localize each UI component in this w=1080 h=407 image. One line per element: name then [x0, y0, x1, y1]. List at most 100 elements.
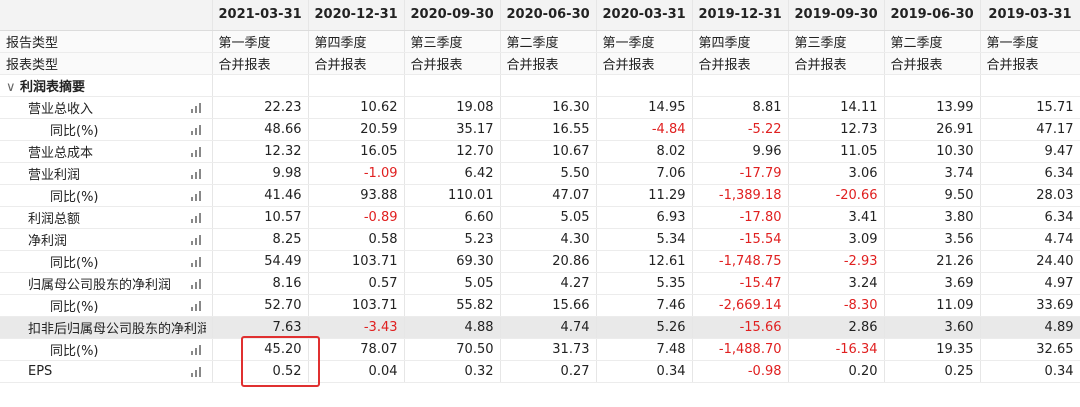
bar-chart-icon[interactable]: [190, 102, 202, 113]
meta-row-label-text: 报告类型: [6, 35, 59, 51]
table-row[interactable]: 同比(%) 52.70 103.71 55.82 15.66 7.46 -2,669.14-…: [0, 294, 1080, 317]
value-cell: 0.27: [500, 360, 597, 383]
value-cell: 8.81: [692, 96, 789, 119]
value-cell: 14.95: [596, 96, 693, 119]
table-row[interactable]: 净利润 8.25 0.58 5.23 4.30 5.34 -15.54 3.09 3.56 4.7…: [0, 228, 1080, 251]
section-empty-cell: [308, 74, 405, 97]
value-cell: -17.79: [692, 162, 789, 185]
value-cell: 103.71: [308, 250, 405, 273]
value-cell: 0.52: [212, 360, 309, 383]
value-cell: 0.20: [788, 360, 885, 383]
meta-cell: 第二季度: [884, 30, 981, 53]
meta-cell: 第一季度: [980, 30, 1080, 53]
value-cell: 24.40: [980, 250, 1080, 273]
bar-chart-icon[interactable]: [190, 300, 202, 311]
table-row[interactable]: 同比(%) 54.49 103.71 69.30 20.86 12.61 -1,748.75…: [0, 250, 1080, 273]
column-header-date[interactable]: 2019-03-31: [980, 0, 1080, 31]
meta-cell: 合并报表: [596, 52, 693, 75]
row-label-text: 同比(%): [50, 189, 99, 205]
header-row: 2021-03-31 2020-12-31 2020-09-30 2020-06-30…: [0, 0, 1080, 31]
column-header-date[interactable]: 2020-09-30: [404, 0, 501, 31]
column-header-date[interactable]: 2021-03-31: [212, 0, 309, 31]
value-cell: 19.35: [884, 338, 981, 361]
column-header-date[interactable]: 2020-06-30: [500, 0, 597, 31]
row-label: 扣非后归属母公司股东的净利润: [0, 316, 213, 339]
value-cell: 10.62: [308, 96, 405, 119]
bar-chart-icon[interactable]: [190, 190, 202, 201]
meta-cell: 第三季度: [788, 30, 885, 53]
table-row[interactable]: 扣非后归属母公司股东的净利润 7.63 -3.43 4.88 4.74 5.26 -15.6…: [0, 316, 1080, 339]
value-cell: 52.70: [212, 294, 309, 317]
value-cell: 10.30: [884, 140, 981, 163]
value-cell: -0.98: [692, 360, 789, 383]
value-cell: -1,389.18: [692, 184, 789, 207]
value-cell: -15.66: [692, 316, 789, 339]
table-row[interactable]: EPS 0.52 0.04 0.32 0.27 0.34 -0.98 0.20 0.25 0.34: [0, 360, 1080, 383]
value-cell: 11.05: [788, 140, 885, 163]
bar-chart-icon[interactable]: [190, 278, 202, 289]
meta-cell: 合并报表: [212, 52, 309, 75]
column-header-date[interactable]: 2019-06-30: [884, 0, 981, 31]
table-row[interactable]: 同比(%) 45.20 78.07 70.50 31.73 7.48 -1,488.70 -1…: [0, 338, 1080, 361]
table-row[interactable]: 营业总收入 22.23 10.62 19.08 16.30 14.95 8.81 14.11 1…: [0, 96, 1080, 119]
value-cell: 0.58: [308, 228, 405, 251]
row-label: 营业总成本: [0, 140, 213, 163]
bar-chart-icon[interactable]: [190, 344, 202, 355]
value-cell: 6.34: [980, 162, 1080, 185]
table-row[interactable]: 营业利润 9.98 -1.09 6.42 5.50 7.06 -17.79 3.06 3.74 6…: [0, 162, 1080, 185]
value-cell: 4.88: [404, 316, 501, 339]
meta-cell: 第一季度: [212, 30, 309, 53]
row-label: 营业总收入: [0, 96, 213, 119]
value-cell: 3.06: [788, 162, 885, 185]
meta-cell: 第一季度: [596, 30, 693, 53]
meta-row-label-text: 报表类型: [6, 57, 59, 73]
header-corner: [0, 0, 213, 31]
value-cell: 3.41: [788, 206, 885, 229]
bar-chart-icon[interactable]: [190, 168, 202, 179]
collapse-caret-icon[interactable]: ∨: [6, 79, 16, 95]
table-row[interactable]: 同比(%) 41.46 93.88 110.01 47.07 11.29 -1,389.18…: [0, 184, 1080, 207]
column-header-date[interactable]: 2019-12-31: [692, 0, 789, 31]
value-cell: 15.71: [980, 96, 1080, 119]
value-cell: 33.69: [980, 294, 1080, 317]
bar-chart-icon[interactable]: [190, 124, 202, 135]
section-row-income-summary[interactable]: ∨ 利润表摘要: [0, 74, 1080, 97]
table-row[interactable]: 营业总成本 12.32 16.05 12.70 10.67 8.02 9.96 11.05 10…: [0, 140, 1080, 163]
value-cell: 93.88: [308, 184, 405, 207]
meta-cell: 合并报表: [884, 52, 981, 75]
table-row[interactable]: 利润总额 10.57 -0.89 6.60 5.05 6.93 -17.80 3.41 3.80…: [0, 206, 1080, 229]
value-cell: 16.30: [500, 96, 597, 119]
row-label-text: 营业总成本: [28, 145, 94, 161]
value-cell: 10.57: [212, 206, 309, 229]
table-row[interactable]: 同比(%) 48.66 20.59 35.17 16.55 -4.84 -5.22 12.73…: [0, 118, 1080, 141]
row-label-text: 同比(%): [50, 123, 99, 139]
value-cell: 3.60: [884, 316, 981, 339]
row-label: 营业利润: [0, 162, 213, 185]
column-header-date[interactable]: 2020-03-31: [596, 0, 693, 31]
value-cell: 6.93: [596, 206, 693, 229]
bar-chart-icon[interactable]: [190, 146, 202, 157]
meta-cell: 第三季度: [404, 30, 501, 53]
value-cell: 6.34: [980, 206, 1080, 229]
section-label[interactable]: ∨ 利润表摘要: [0, 74, 213, 97]
value-cell: -15.47: [692, 272, 789, 295]
value-cell: -3.43: [308, 316, 405, 339]
value-cell: 12.70: [404, 140, 501, 163]
value-cell: 110.01: [404, 184, 501, 207]
bar-chart-icon[interactable]: [190, 366, 202, 377]
column-header-date[interactable]: 2019-09-30: [788, 0, 885, 31]
meta-cell: 合并报表: [980, 52, 1080, 75]
column-header-date[interactable]: 2020-12-31: [308, 0, 405, 31]
value-cell: 5.23: [404, 228, 501, 251]
value-cell: 21.26: [884, 250, 981, 273]
row-label: 同比(%): [0, 184, 213, 207]
value-cell: -2.93: [788, 250, 885, 273]
bar-chart-icon[interactable]: [190, 256, 202, 267]
bar-chart-icon[interactable]: [190, 234, 202, 245]
value-cell: -4.84: [596, 118, 693, 141]
row-label-text: 同比(%): [50, 343, 99, 359]
section-empty-cell: [884, 74, 981, 97]
row-label-text: 归属母公司股东的净利润: [28, 277, 172, 293]
table-row[interactable]: 归属母公司股东的净利润 8.16 0.57 5.05 4.27 5.35 -15.47 3.2…: [0, 272, 1080, 295]
bar-chart-icon[interactable]: [190, 212, 202, 223]
